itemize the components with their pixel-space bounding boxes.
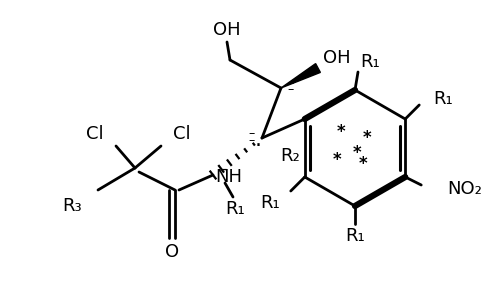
Text: ·: · (254, 136, 261, 156)
Text: R₁: R₁ (260, 194, 279, 212)
Text: OH: OH (322, 49, 350, 67)
Text: Cl: Cl (173, 125, 190, 143)
Polygon shape (281, 64, 320, 88)
Text: –: – (248, 127, 255, 141)
Text: *: * (332, 151, 341, 169)
Text: –: – (248, 135, 255, 148)
Text: *: * (358, 155, 367, 173)
Text: R₁: R₁ (345, 227, 364, 245)
Text: NO₂: NO₂ (446, 180, 481, 198)
Text: R₁: R₁ (359, 53, 379, 71)
Text: N̄H: N̄H (214, 168, 241, 186)
Text: *: * (336, 123, 345, 141)
Text: O: O (165, 243, 179, 261)
Text: Cl: Cl (86, 125, 104, 143)
Text: R₁: R₁ (432, 90, 452, 108)
Text: *: * (362, 129, 371, 147)
Text: –: – (287, 84, 294, 97)
Text: OH: OH (213, 21, 240, 39)
Text: *: * (352, 144, 361, 162)
Text: R₁: R₁ (224, 200, 244, 218)
Text: –: – (287, 78, 294, 91)
Text: R₂: R₂ (280, 147, 299, 165)
Text: R₃: R₃ (62, 197, 82, 215)
